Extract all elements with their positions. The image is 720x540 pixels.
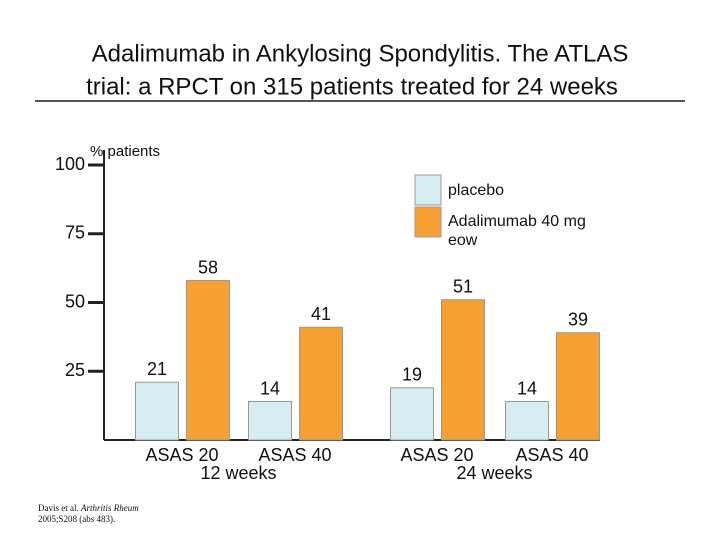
bar [390,387,434,441]
data-label: 14 [517,378,537,398]
legend-label: placebo [448,182,505,199]
group-label: 24 weeks [456,463,532,483]
data-label: 21 [147,359,167,379]
data-label: 58 [198,257,218,277]
y-tick-label: 25 [65,360,85,380]
bar [135,381,179,441]
legend-swatch [414,206,442,238]
footnote: Davis et al. Arthritis Rheum 2005;S208 (… [38,503,148,525]
footnote-journal: Arthritis Rheum [81,503,139,513]
y-tick-label: 75 [65,223,85,243]
x-tick-label: ASAS 40 [515,445,588,465]
bar [505,401,549,441]
y-tick-label: 100 [55,154,85,174]
data-label: 51 [453,277,473,297]
footnote-authors: Davis et al. [38,503,79,513]
x-tick-label: ASAS 20 [400,445,473,465]
chart-title: Adalimumab in Ankylosing Spondylitis. Th… [92,40,629,67]
data-label: 14 [260,378,280,398]
footnote-citation: 2005;S208 (abs 483). [38,514,116,524]
data-label: 19 [402,365,422,385]
group-label: 12 weeks [200,463,276,483]
bar [441,299,485,441]
legend-label: Adalimumab 40 mg eow [448,213,586,249]
bar [299,326,343,441]
x-tick-label: ASAS 20 [145,445,218,465]
data-label: 41 [311,304,331,324]
x-tick-label: ASAS 40 [258,445,331,465]
bar [186,280,230,441]
bar [248,401,292,441]
y-tick-label: 50 [65,291,85,311]
bar [556,332,600,441]
y-axis-label: % patients [90,143,160,160]
chart-title: trial: a RPCT on 315 patients treated fo… [86,73,618,100]
legend-swatch [414,174,442,206]
data-label: 39 [568,310,588,330]
